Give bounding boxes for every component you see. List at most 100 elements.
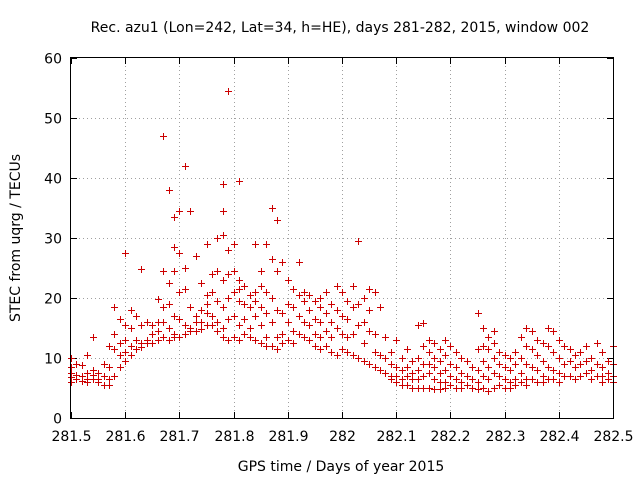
data-point [204, 310, 211, 317]
data-point [464, 373, 471, 380]
data-points [68, 88, 617, 395]
data-point [350, 304, 357, 311]
data-point [301, 319, 308, 326]
data-point [496, 373, 503, 380]
data-point [572, 352, 579, 359]
data-point [437, 358, 444, 365]
data-point [290, 304, 297, 311]
data-point [231, 241, 238, 248]
data-point [274, 217, 281, 224]
data-point [252, 313, 259, 320]
data-point [393, 373, 400, 380]
data-point [523, 382, 530, 389]
data-point [220, 208, 227, 215]
data-point [68, 364, 75, 371]
data-point [334, 307, 341, 314]
data-point [68, 355, 75, 362]
data-point [279, 340, 286, 347]
data-point [545, 343, 552, 350]
data-point [182, 322, 189, 329]
data-point [361, 340, 368, 347]
data-point [231, 334, 238, 341]
x-tick-label: 282.4 [539, 429, 579, 445]
data-point [176, 334, 183, 341]
data-point [540, 379, 547, 386]
data-point [296, 292, 303, 299]
data-point [545, 325, 552, 332]
data-point [567, 373, 574, 380]
data-point [269, 205, 276, 212]
data-point [458, 385, 465, 392]
data-point [334, 325, 341, 332]
grid-lines [71, 58, 613, 418]
data-point [236, 178, 243, 185]
data-point [431, 376, 438, 383]
data-point [117, 316, 124, 323]
data-point [556, 337, 563, 344]
data-point [426, 361, 433, 368]
data-point [366, 307, 373, 314]
data-point [111, 304, 118, 311]
data-point [431, 364, 438, 371]
data-point [160, 268, 167, 275]
x-axis-label: GPS time / Days of year 2015 [238, 459, 445, 475]
data-point [285, 301, 292, 308]
data-point [155, 328, 162, 335]
data-point [404, 346, 411, 353]
data-point [475, 367, 482, 374]
data-point [382, 334, 389, 341]
data-point [361, 319, 368, 326]
data-point [84, 370, 91, 377]
data-point [128, 325, 135, 332]
data-point [507, 385, 514, 392]
data-point [166, 187, 173, 194]
data-point [518, 379, 525, 386]
data-point [247, 292, 254, 299]
data-point [583, 370, 590, 377]
data-point [561, 361, 568, 368]
data-point [171, 244, 178, 251]
data-point [312, 343, 319, 350]
data-point [160, 133, 167, 140]
data-point [556, 370, 563, 377]
data-point [480, 385, 487, 392]
data-point [166, 280, 173, 287]
data-point [149, 331, 156, 338]
data-point [225, 337, 232, 344]
x-tick-label: 281.8 [214, 429, 254, 445]
data-point [366, 286, 373, 293]
data-point [393, 337, 400, 344]
data-point [117, 364, 124, 371]
data-point [594, 340, 601, 347]
axis-ticks [71, 58, 614, 419]
data-point [204, 301, 211, 308]
data-point [572, 376, 579, 383]
data-point [209, 289, 216, 296]
data-point [279, 310, 286, 317]
data-point [426, 385, 433, 392]
data-point [269, 319, 276, 326]
data-point [491, 328, 498, 335]
x-tick-label: 282.2 [430, 429, 470, 445]
data-point [415, 367, 422, 374]
data-point [73, 361, 80, 368]
data-point [225, 316, 232, 323]
data-point [561, 373, 568, 380]
data-point [301, 289, 308, 296]
data-point [122, 358, 129, 365]
data-point [518, 355, 525, 362]
data-point [198, 307, 205, 314]
data-point [588, 367, 595, 374]
data-point [366, 328, 373, 335]
x-tick-label: 281.6 [105, 429, 145, 445]
data-point [475, 379, 482, 386]
data-point [263, 241, 270, 248]
y-tick-label: 0 [53, 412, 62, 428]
data-point [73, 376, 80, 383]
data-point [301, 334, 308, 341]
data-point [507, 367, 514, 374]
data-point [475, 310, 482, 317]
data-point [236, 337, 243, 344]
data-point [518, 334, 525, 341]
data-point [420, 343, 427, 350]
